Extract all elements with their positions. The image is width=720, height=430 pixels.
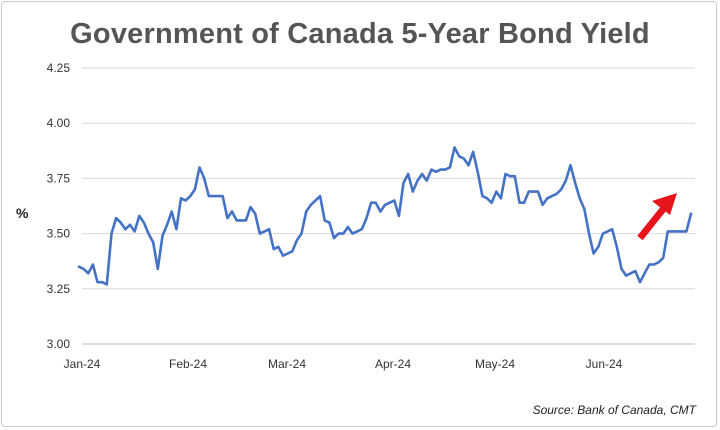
- y-tick-label: 3.00: [47, 337, 71, 351]
- x-tick-label: Jun-24: [586, 357, 623, 371]
- x-tick-label: Mar-24: [268, 357, 306, 371]
- y-tick-label: 3.75: [47, 171, 71, 185]
- x-tick-label: May-24: [475, 357, 515, 371]
- y-tick-label: 4.25: [47, 61, 71, 75]
- y-tick-label: 3.25: [47, 282, 71, 296]
- x-tick-label: Jan-24: [64, 357, 101, 371]
- y-axis-label: %: [16, 205, 29, 221]
- gridlines: [82, 67, 695, 345]
- chart-title: Government of Canada 5-Year Bond Yield: [70, 18, 650, 50]
- x-axis-ticks: Jan-24 Feb-24 Mar-24 Apr-24 May-24 Jun-24: [64, 357, 623, 371]
- source-note: Source: Bank of Canada, CMT: [532, 403, 696, 417]
- red-arrow-icon: [637, 193, 677, 241]
- x-tick-label: Apr-24: [375, 357, 411, 371]
- y-axis-ticks: 3.00 3.25 3.50 3.75 4.00 4.25: [47, 61, 71, 351]
- y-tick-label: 4.00: [47, 116, 71, 130]
- y-tick-label: 3.50: [47, 227, 71, 241]
- x-tick-label: Feb-24: [169, 357, 207, 371]
- series-line: [77, 146, 693, 286]
